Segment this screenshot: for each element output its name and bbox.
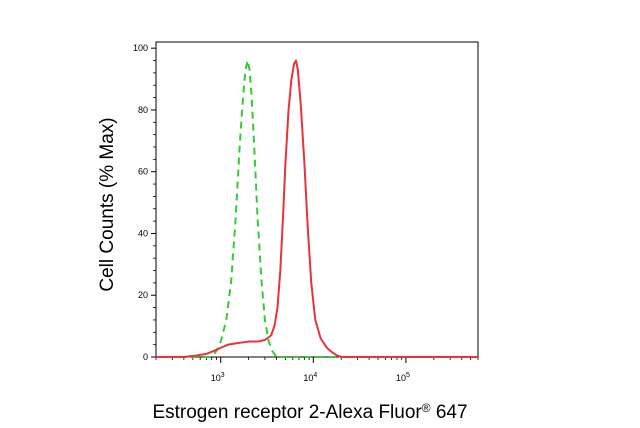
x-tick-label: 104 xyxy=(303,372,317,383)
y-axis-title: Cell Counts (% Max) xyxy=(97,117,118,291)
series-line-dashed xyxy=(156,59,478,358)
y-tick-label: 80 xyxy=(138,105,148,115)
y-tick-label: 0 xyxy=(143,352,148,362)
y-tick-label: 20 xyxy=(138,290,148,300)
x-tick-label: 105 xyxy=(396,372,410,383)
y-tick-label: 40 xyxy=(138,228,148,238)
series-line-solid xyxy=(156,59,478,358)
x-axis-title: Estrogen receptor 2-Alexa Fluor® 647 xyxy=(152,401,467,423)
x-tick-label: 103 xyxy=(211,372,225,383)
y-tick-label: 60 xyxy=(138,167,148,177)
plot-frame xyxy=(155,41,479,358)
y-tick-label: 100 xyxy=(133,43,148,53)
